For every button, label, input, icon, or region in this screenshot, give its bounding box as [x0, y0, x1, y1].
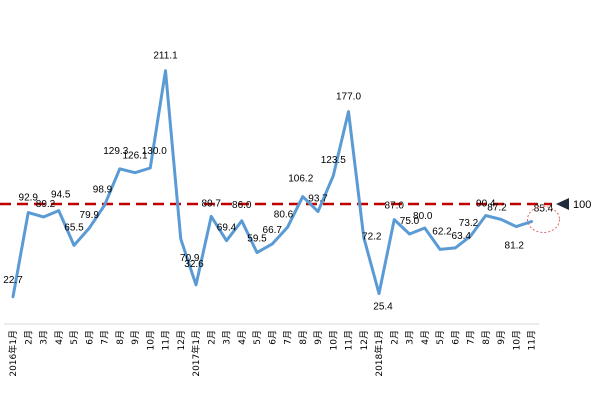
series-line [11, 69, 533, 299]
data-label-14: 69.4 [217, 223, 237, 234]
reference-arrow-marker [556, 198, 569, 210]
x-tick-label-25: 2月 [389, 330, 400, 345]
data-label-9: 130.0 [142, 146, 167, 157]
x-tick-label-26: 3月 [405, 330, 416, 345]
x-tick-label-27: 4月 [420, 330, 431, 345]
data-label-13: 89.7 [202, 198, 222, 209]
x-tick-label-9: 10月 [145, 330, 156, 350]
data-label-19: 106.2 [288, 174, 313, 185]
data-label-15: 86.0 [232, 200, 252, 211]
data-label-25: 87.0 [385, 201, 405, 212]
data-label-8: 126.1 [122, 151, 147, 162]
x-tick-label-20: 9月 [313, 330, 324, 345]
data-label-24: 25.4 [373, 302, 393, 313]
x-tick-label-5: 6月 [84, 330, 95, 345]
data-label-12: 32.6 [184, 259, 204, 270]
x-tick-label-16: 5月 [252, 330, 263, 345]
data-label-2: 89.2 [36, 199, 56, 210]
x-tick-labels: 2016年1月 2月 3月 4月 5月 6月 7月 8月 9月 10月 11月 12月 2017年1月 2… [7, 330, 538, 377]
data-label-27: 80.0 [413, 211, 433, 222]
data-label-3: 94.5 [51, 190, 71, 201]
data-label-10: 211.1 [153, 51, 178, 62]
x-tick-label-19: 8月 [298, 330, 309, 345]
x-tick-label-11: 12月 [176, 330, 187, 350]
x-tick-label-24: 2018年1月 [373, 330, 385, 377]
x-tick-label-21: 10月 [328, 330, 339, 350]
reference-line-label: 100 [573, 199, 591, 211]
data-label-21: 123.5 [321, 155, 346, 166]
data-label-7: 129.3 [103, 146, 128, 157]
data-label-11: 70.9 [180, 253, 200, 264]
data-label-17: 66.7 [263, 225, 283, 236]
x-tick-label-18: 7月 [283, 330, 294, 345]
x-tick-label-34: 11月 [527, 330, 538, 350]
data-label-5: 79.9 [80, 210, 100, 221]
data-label-29: 63.4 [452, 231, 472, 242]
data-label-26: 75.0 [400, 216, 420, 227]
highlight-circle-last-point [527, 206, 560, 234]
data-labels: 22.7 92.989.294.5 65.579.9 98.9 129.3126.113… [3, 51, 553, 313]
x-tick-label-3: 4月 [54, 330, 65, 345]
data-label-0: 22.7 [3, 275, 23, 286]
x-tick-label-14: 3月 [222, 330, 233, 345]
reference-line-group: 100 [0, 198, 591, 211]
x-tick-label-30: 7月 [466, 330, 477, 345]
x-tick-label-15: 4月 [237, 330, 248, 345]
data-label-18: 80.6 [274, 209, 294, 220]
data-label-23: 72.2 [362, 231, 382, 242]
data-label-4: 65.5 [64, 222, 84, 233]
data-label-20: 93.7 [308, 194, 328, 205]
x-tick-label-32: 9月 [496, 330, 507, 345]
x-tick-label-17: 6月 [267, 330, 278, 345]
x-tick-label-13: 2月 [206, 330, 217, 345]
x-tick-label-8: 9月 [130, 330, 141, 345]
x-tick-label-28: 5月 [435, 330, 446, 345]
x-tick-label-12: 2017年1月 [190, 330, 202, 377]
data-label-32: 87.2 [487, 202, 507, 213]
x-tick-label-2: 3月 [39, 330, 50, 345]
data-label-31: 90.4 [476, 199, 496, 210]
data-label-30: 73.2 [459, 218, 479, 229]
data-label-22: 177.0 [336, 92, 361, 103]
data-label-34: 85.4 [534, 204, 554, 215]
x-tick-label-4: 5月 [69, 330, 80, 345]
x-tick-label-0: 2016年1月 [7, 330, 19, 377]
x-tick-label-10: 11月 [161, 330, 172, 350]
x-tick-label-22: 11月 [344, 330, 355, 350]
data-label-1: 92.9 [19, 193, 39, 204]
data-label-33: 81.2 [505, 241, 525, 252]
x-tick-label-23: 12月 [359, 330, 370, 350]
x-tick-label-7: 8月 [115, 330, 126, 345]
x-tick-label-1: 2月 [23, 330, 34, 345]
x-tick-label-31: 8月 [481, 330, 492, 345]
x-tick-label-29: 6月 [450, 330, 461, 345]
data-label-16: 59.5 [247, 234, 267, 245]
data-label-6: 98.9 [93, 184, 113, 195]
x-tick-label-6: 7月 [100, 330, 111, 345]
x-tick-label-33: 10月 [511, 330, 522, 350]
data-label-28: 62.2 [432, 226, 452, 237]
